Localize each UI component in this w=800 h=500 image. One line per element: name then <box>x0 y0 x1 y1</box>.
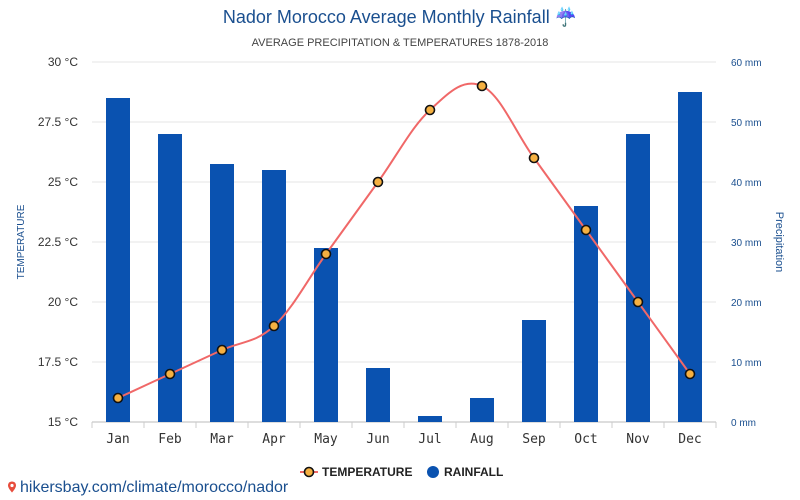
right-axis-title: Precipitation <box>773 212 785 273</box>
left-tick-label: 25 °C <box>48 175 78 189</box>
legend-temperature-label: TEMPERATURE <box>322 465 412 479</box>
right-tick-label: 60 mm <box>731 58 762 69</box>
chart-subtitle: AVERAGE PRECIPITATION & TEMPERATURES 187… <box>252 37 549 49</box>
x-tick-label: Jan <box>106 432 129 447</box>
x-axis: Jan Feb Mar Apr May Jun Jul Aug Sep Oct Nov Dec <box>91 422 717 447</box>
right-axis-ticks: 0 mm 10 mm 20 mm 30 mm 40 mm 50 mm 60 mm <box>731 58 762 429</box>
temperature-line <box>112 80 696 404</box>
rainfall-bar <box>522 320 546 422</box>
right-tick-label: 30 mm <box>731 238 762 249</box>
rainfall-bars <box>106 92 702 422</box>
legend-item-rainfall[interactable]: RAINFALL <box>427 465 503 479</box>
source-link-text: hikersbay.com/climate/morocco/nador <box>20 479 289 496</box>
left-tick-label: 15 °C <box>48 415 78 429</box>
legend[interactable]: TEMPERATURE RAINFALL <box>300 465 503 479</box>
temperature-point <box>320 248 332 260</box>
temperature-point <box>164 368 176 380</box>
temperature-point <box>424 104 436 116</box>
legend-rainfall-label: RAINFALL <box>444 465 503 479</box>
left-tick-label: 17.5 °C <box>38 355 78 369</box>
right-tick-label: 0 mm <box>731 418 756 429</box>
x-tick-label: Jul <box>418 432 441 447</box>
temperature-point <box>476 80 488 92</box>
left-tick-label: 27.5 °C <box>38 115 78 129</box>
x-tick-label: Sep <box>522 432 546 447</box>
right-tick-label: 40 mm <box>731 178 762 189</box>
right-tick-label: 20 mm <box>731 298 762 309</box>
rainfall-bar <box>418 416 442 422</box>
right-tick-label: 10 mm <box>731 358 762 369</box>
temperature-point <box>684 368 696 380</box>
rainfall-bar <box>678 92 702 422</box>
legend-item-temperature[interactable]: TEMPERATURE <box>300 465 412 479</box>
x-tick-label: Dec <box>678 432 701 447</box>
gridlines <box>92 61 716 423</box>
rainfall-bar <box>574 206 598 422</box>
rainfall-bar <box>262 170 286 422</box>
left-tick-label: 20 °C <box>48 295 78 309</box>
left-axis-title: TEMPERATURE <box>16 204 27 279</box>
rainfall-bar <box>106 98 130 422</box>
source-link[interactable]: hikersbay.com/climate/morocco/nador <box>6 479 288 497</box>
temperature-curve <box>117 82 691 399</box>
rainfall-bar <box>366 368 390 422</box>
right-tick-label: 50 mm <box>731 118 762 129</box>
temperature-point <box>632 296 644 308</box>
x-tick-label: Aug <box>470 432 493 447</box>
legend-rainfall-marker <box>427 466 439 478</box>
x-tick-label: Jun <box>366 432 389 447</box>
x-tick-label: May <box>314 432 338 447</box>
temperature-point <box>216 344 228 356</box>
left-tick-label: 22.5 °C <box>38 235 78 249</box>
temperature-point <box>268 320 280 332</box>
temperature-point <box>112 392 124 404</box>
rainfall-bar <box>210 164 234 422</box>
legend-temperature-marker <box>303 466 315 478</box>
temperature-point <box>580 224 592 236</box>
x-tick-label: Nov <box>626 432 650 447</box>
rainfall-bar <box>626 134 650 422</box>
x-tick-label: Mar <box>210 432 234 447</box>
rainfall-bar <box>314 248 338 422</box>
left-tick-label: 30 °C <box>48 55 78 69</box>
pin-icon <box>8 481 16 493</box>
x-tick-label: Oct <box>574 432 597 447</box>
umbrella-rain-icon: ☔ <box>555 6 577 27</box>
temperature-point <box>528 152 540 164</box>
left-axis-ticks: 15 °C 17.5 °C 20 °C 22.5 °C 25 °C 27.5 °C 30 °… <box>38 55 78 429</box>
x-tick-label: Apr <box>262 432 286 447</box>
x-tick-label: Feb <box>158 432 182 447</box>
chart-title: Nador Morocco Average Monthly Rainfall ☔ <box>223 6 577 27</box>
temperature-point <box>372 176 384 188</box>
rainfall-bar <box>470 398 494 422</box>
